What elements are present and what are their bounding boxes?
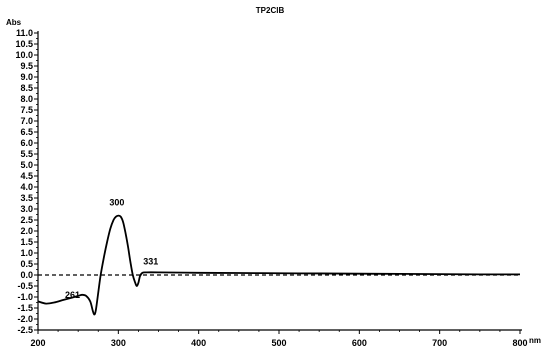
y-tick-label: 7.5: [20, 105, 33, 115]
y-tick-label: 11.0: [16, 28, 33, 38]
peak-label: 261: [65, 290, 80, 300]
x-tick-label: 300: [111, 338, 126, 348]
y-tick-label: 4.0: [20, 182, 33, 192]
y-tick-label: 8.5: [20, 83, 33, 93]
y-tick-label: 6.0: [20, 138, 33, 148]
y-tick-label: 5.0: [20, 160, 33, 170]
x-tick-label: 400: [191, 338, 206, 348]
y-ticks: -2.5-2.0-1.5-1.0-0.50.00.51.01.52.02.53.…: [15, 28, 38, 335]
x-tick-label: 600: [352, 338, 367, 348]
y-tick-label: 0.5: [20, 259, 33, 269]
peak-annotations: 300 331 261: [65, 198, 158, 300]
x-axis-label: nm: [529, 336, 541, 345]
y-tick-label: 1.5: [20, 237, 33, 247]
peak-label: 331: [143, 256, 158, 266]
y-tick-label: 9.0: [20, 72, 33, 82]
y-tick-label: 10.0: [15, 50, 33, 60]
x-tick-label: 800: [512, 338, 527, 348]
absorbance-line: [37, 214, 521, 316]
y-tick-label: 9.5: [20, 61, 33, 71]
x-tick-label: 700: [432, 338, 447, 348]
y-tick-label: 8.0: [20, 94, 33, 104]
peak-label: 300: [109, 198, 124, 208]
y-tick-label: 0.0: [20, 270, 33, 280]
y-tick-label: 1.0: [20, 248, 33, 258]
y-tick-label: 10.5: [15, 39, 33, 49]
y-tick-label: -2.0: [17, 314, 33, 324]
y-tick-label: 6.5: [20, 127, 33, 137]
x-tick-label: 200: [30, 338, 45, 348]
x-ticks: 200 300 400 500 600 700 800: [30, 330, 528, 348]
y-axis-label: Abs: [6, 18, 22, 27]
y-tick-label: 2.0: [20, 226, 33, 236]
axes: [37, 31, 522, 331]
x-tick-label: 500: [271, 338, 286, 348]
y-tick-label: -2.5: [17, 325, 33, 335]
y-tick-label: 3.5: [20, 193, 33, 203]
y-tick-label: 5.5: [20, 149, 33, 159]
y-tick-label: -0.5: [17, 281, 33, 291]
y-tick-label: -1.0: [17, 292, 33, 302]
y-tick-label: -1.5: [17, 303, 33, 313]
y-tick-label: 3.0: [20, 204, 33, 214]
y-tick-label: 7.0: [20, 116, 33, 126]
chart-title: TP2ClB: [256, 6, 285, 15]
y-tick-label: 4.5: [20, 171, 33, 181]
y-tick-label: 2.5: [20, 215, 33, 225]
